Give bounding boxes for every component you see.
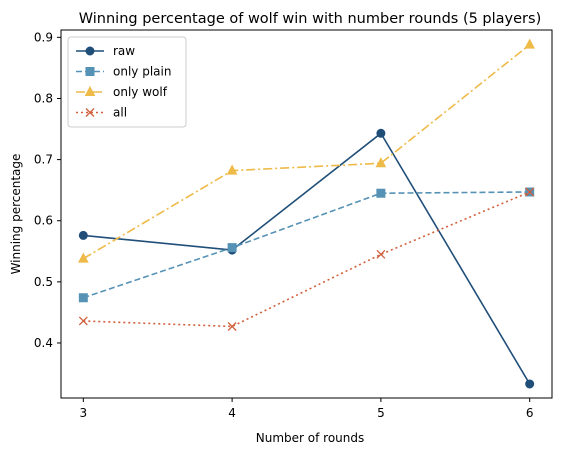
y-tick-label: 0.5 <box>34 275 53 289</box>
data-point <box>524 38 536 49</box>
plot-area <box>77 38 536 389</box>
data-point <box>227 243 237 253</box>
data-point <box>226 164 238 175</box>
series-only-wolf <box>77 38 536 263</box>
y-tick-label: 0.8 <box>34 91 53 105</box>
x-tick-label: 6 <box>526 406 534 420</box>
x-axis: 3 4 5 6 <box>79 398 534 420</box>
data-point <box>375 157 387 168</box>
series-line <box>82 44 531 260</box>
legend: raw only plain only wolf all <box>67 36 187 128</box>
legend-item: all <box>76 106 127 120</box>
series-raw <box>78 128 535 389</box>
legend-marker <box>85 108 95 117</box>
y-axis-label: Winning percentage <box>9 154 23 275</box>
y-tick-label: 0.7 <box>34 153 53 167</box>
series-all <box>78 187 535 331</box>
chart-title: Winning percentage of wolf win with numb… <box>79 11 541 27</box>
data-point <box>77 252 89 263</box>
data-point <box>525 187 535 197</box>
x-tick-label: 5 <box>377 406 385 420</box>
x-tick-label: 4 <box>228 406 236 420</box>
legend-marker <box>85 67 95 76</box>
legend-marker <box>84 85 96 96</box>
y-tick-label: 0.4 <box>34 336 53 350</box>
legend-box <box>67 36 187 128</box>
plot-frame <box>60 29 553 399</box>
data-point <box>376 249 386 259</box>
data-point <box>376 128 386 138</box>
data-point <box>227 322 237 331</box>
x-axis-label: Number of rounds <box>256 431 365 445</box>
legend-label: all <box>113 106 127 120</box>
legend-label: only plain <box>113 65 171 79</box>
y-tick-label: 0.9 <box>34 30 53 44</box>
data-point <box>78 316 88 326</box>
data-point <box>525 379 535 389</box>
series-only-plain <box>78 187 535 303</box>
data-point <box>376 188 386 198</box>
legend-label: only wolf <box>113 85 168 99</box>
data-point <box>78 293 88 303</box>
series-line <box>83 132 531 385</box>
series-line <box>83 191 530 328</box>
y-axis: 0.4 0.5 0.6 0.7 0.8 0.9 <box>34 30 61 350</box>
legend-marker <box>85 46 95 56</box>
x-tick-label: 3 <box>79 406 87 420</box>
y-tick-label: 0.6 <box>34 214 53 228</box>
legend-label: raw <box>113 44 135 58</box>
legend-item: only wolf <box>76 85 168 99</box>
legend-item: only plain <box>76 65 171 79</box>
series-line <box>83 191 530 299</box>
legend-item: raw <box>76 44 135 58</box>
data-point <box>78 230 88 240</box>
